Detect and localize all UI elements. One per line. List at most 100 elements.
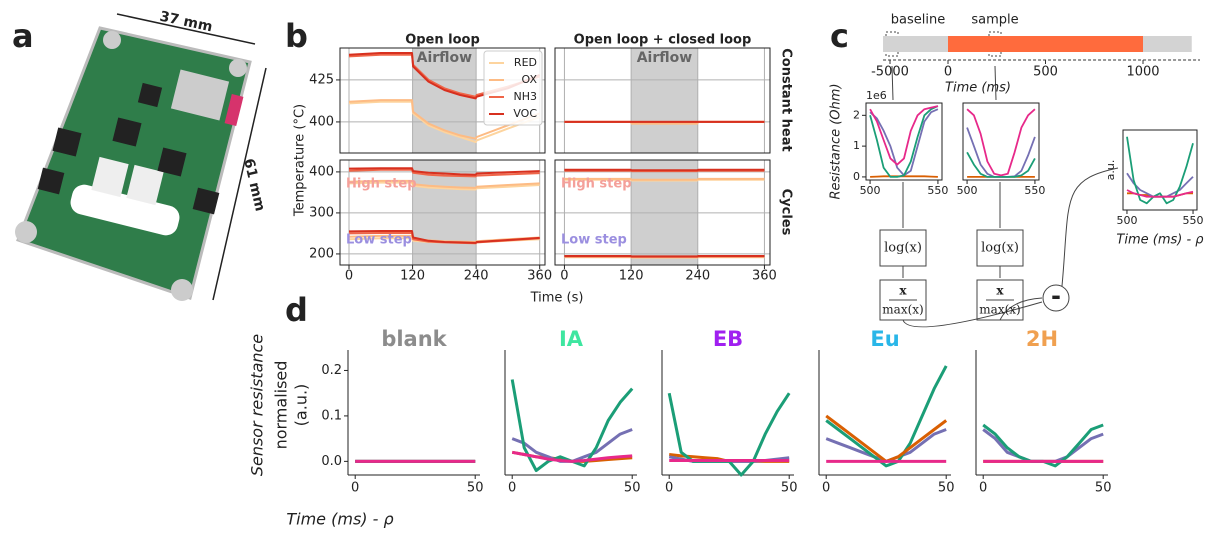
chart: 0 120 240 360 High step Low step [554, 159, 777, 284]
y-axis-label: (a.u.) [292, 384, 311, 427]
x-tick-label: 120 [619, 269, 644, 284]
x-axis-label: Time (ms) [945, 81, 1011, 96]
x-tick-label: 500 [957, 184, 978, 197]
chart: 0 50 2H [975, 327, 1111, 496]
series-line [348, 230, 540, 244]
x-tick-label: 1000 [1126, 65, 1159, 80]
airflow-shade [631, 48, 698, 153]
legend-label: VOC [513, 107, 537, 120]
series-line [1126, 189, 1194, 198]
chart-title: 2H [1026, 327, 1058, 351]
chart: 0.0 0.1 0.2 0 50 blank [321, 327, 483, 496]
y-tick-label: 1 [853, 139, 860, 152]
axes-frame [339, 47, 546, 154]
window-label: sample [971, 13, 1018, 28]
x-tick-label: 120 [400, 269, 425, 284]
operation-label: log(x) [884, 241, 922, 256]
x-axis-label: Time (s) [530, 291, 584, 306]
x-axis-label: Time (ms) - ρ [1116, 233, 1204, 248]
dimension-arrow [212, 67, 267, 301]
x-tick-label: 500 [1116, 214, 1137, 227]
dimension-label: 61 mm [240, 157, 268, 213]
chart-title: EB [713, 327, 743, 351]
operation-label: log(x) [981, 241, 1019, 256]
chart-title: Eu [870, 327, 899, 351]
window-label: baseline [891, 13, 945, 28]
x-tick-label: 500 [860, 184, 881, 197]
panel-label: d [285, 291, 308, 329]
x-tick-label: 240 [464, 269, 489, 284]
legend-label: NH3 [514, 90, 538, 103]
chart: 200 300 400 0 120 240 360 High step Low step [309, 159, 552, 284]
panel-label: a [12, 17, 34, 55]
axes-frame [1122, 129, 1198, 211]
chart: 0 1 2 500 550 Resistance (Ohm) 1e6 [829, 83, 949, 199]
series-line [966, 151, 1036, 178]
y-axis-label: Sensor resistance [248, 334, 267, 476]
airflow-shade [412, 48, 477, 153]
y-axis-label: Temperature (°C) [293, 104, 308, 217]
x-tick-label: 360 [527, 269, 552, 284]
chart: 500 550 a.u. Time (ms) - ρ [1104, 129, 1204, 248]
chart: 0 50 EB [661, 327, 797, 496]
x-tick-label: 360 [752, 269, 777, 284]
x-tick-label: 0 [560, 269, 568, 284]
annotation: Low step [346, 233, 412, 248]
chart-title: blank [381, 327, 447, 351]
axes-frame [554, 47, 771, 154]
x-tick-label: 550 [1183, 214, 1204, 227]
y-tick-label: 0 [853, 170, 860, 183]
board-photo [15, 26, 252, 301]
y-tick-label: 200 [309, 246, 334, 261]
x-tick-label: 500 [1033, 65, 1058, 80]
series-line [511, 450, 633, 463]
chart: 0 50 IA [504, 327, 640, 496]
operation-label: max(x) [882, 303, 923, 317]
x-tick-label: 0 [979, 481, 987, 496]
panel-label: c [830, 17, 849, 55]
chart-title: Open loop + closed loop [574, 33, 752, 48]
chart: 500 550 [957, 102, 1045, 197]
chart-title: IA [559, 327, 584, 351]
legend-label: RED [514, 56, 537, 69]
x-tick-label: 0 [944, 65, 952, 80]
x-tick-label: 0 [822, 481, 830, 496]
pipeline-diagram [879, 31, 1119, 328]
axes-frame [554, 159, 771, 266]
y-tick-label: 0.0 [321, 454, 342, 469]
series-line [966, 108, 1036, 177]
y-tick-label: 425 [309, 72, 334, 87]
series-line [869, 105, 939, 166]
chart: Airflow 400 425 Open loop RED OX NH3 VOC [309, 33, 546, 154]
x-tick-label: -5000 [871, 65, 909, 80]
x-tick-label: 0 [345, 269, 353, 284]
annotation: High step [561, 177, 632, 192]
y-axis-label: Resistance (Ohm) [829, 83, 844, 199]
x-tick-label: 50 [938, 481, 955, 496]
chart-title: Open loop [405, 33, 480, 48]
y-tick-label: 300 [309, 205, 334, 220]
series-line [869, 105, 939, 178]
axes-frame [962, 102, 1040, 181]
series-line [870, 175, 938, 178]
x-tick-label: 550 [1024, 184, 1045, 197]
chart: 0 50 Eu [818, 327, 955, 496]
axes-frame [339, 159, 546, 266]
y-tick-label: 2 [853, 108, 860, 121]
series-line [1126, 136, 1194, 205]
x-tick-label: 0 [351, 481, 359, 496]
series-line [348, 99, 541, 140]
row-label: Cycles [779, 189, 794, 236]
series-line [825, 365, 948, 468]
chart: Airflow Open loop + closed loop [554, 33, 771, 154]
x-tick-label: 240 [685, 269, 710, 284]
y-tick-label: 0.2 [321, 363, 342, 378]
annotation: High step [346, 177, 417, 192]
operation-label: max(x) [979, 303, 1020, 317]
dimension-arrow [116, 13, 256, 45]
operation-label: x [996, 284, 1004, 298]
x-tick-label: 0 [508, 481, 516, 496]
series-line [869, 108, 939, 177]
y-tick-label: 400 [309, 164, 334, 179]
axes-frame [865, 102, 943, 181]
